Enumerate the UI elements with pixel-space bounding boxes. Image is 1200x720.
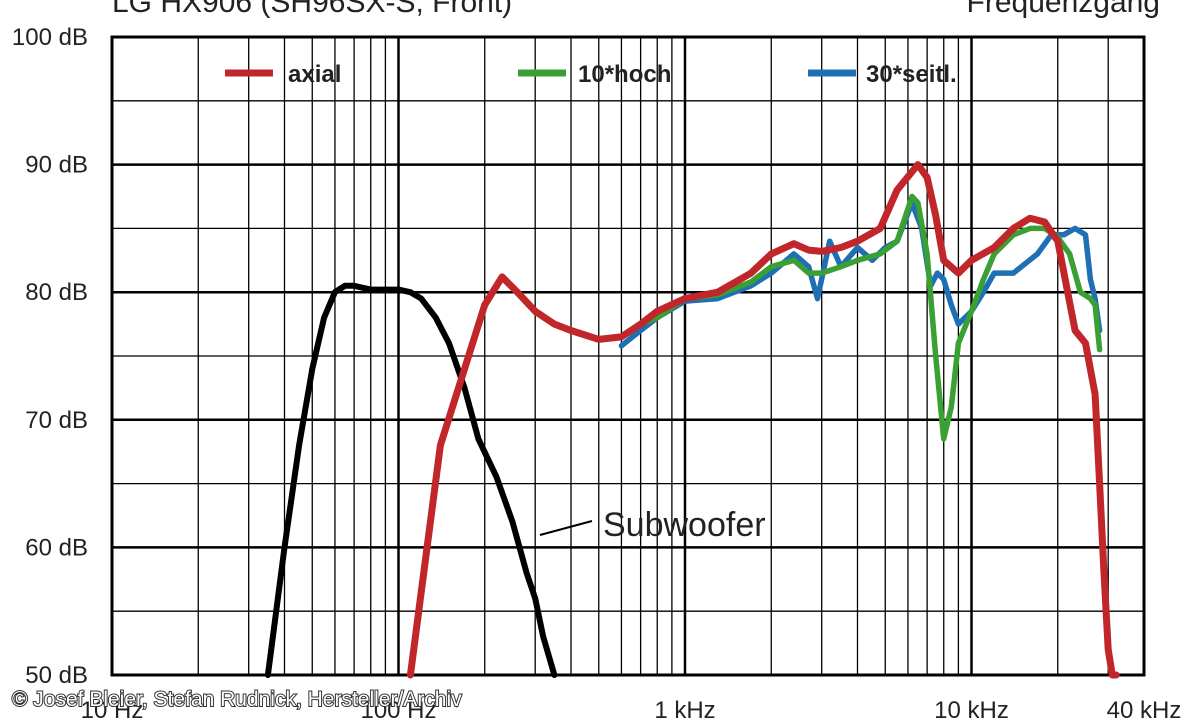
y-tick-label: 60 dB xyxy=(25,534,88,561)
series-line-30-seitl- xyxy=(618,200,1103,349)
chart-subtitle: Frequenzgang xyxy=(967,0,1160,19)
data-series xyxy=(264,161,1120,679)
x-tick-label: 1 kHz xyxy=(654,697,715,720)
y-tick-label: 70 dB xyxy=(25,407,88,434)
x-tick-labels: 10 Hz 100 Hz 1 kHz 10 kHz 40 kHz xyxy=(81,697,1182,720)
legend: axial 10*hoch 30*seitl. xyxy=(225,61,957,88)
series-line-10-hoch xyxy=(618,193,1103,442)
plot-frame xyxy=(110,35,1146,677)
x-tick-label: 10 kHz xyxy=(934,697,1009,720)
y-tick-label: 90 dB xyxy=(25,152,88,179)
legend-label: 10*hoch xyxy=(578,61,671,88)
subwoofer-annotation: Subwoofer xyxy=(603,506,766,544)
photo-credit: © Josef Bleier, Stefan Rudnick, Herstell… xyxy=(12,688,462,711)
x-tick-label: 100 Hz xyxy=(360,697,436,720)
y-tick-label: 100 dB xyxy=(12,24,88,51)
series-line-axial xyxy=(406,161,1120,679)
legend-label: 30*seitl. xyxy=(866,61,957,88)
x-tick-label: 40 kHz xyxy=(1107,697,1182,720)
series-line-subwoofer xyxy=(264,282,558,678)
y-tick-labels: 100 dB 90 dB 80 dB 70 dB 60 dB 50 dB xyxy=(12,24,88,689)
legend-label: axial xyxy=(288,61,341,88)
y-tick-label: 80 dB xyxy=(25,279,88,306)
y-tick-label: 50 dB xyxy=(25,662,88,689)
x-tick-label: 10 Hz xyxy=(81,697,144,720)
subwoofer-annotation-leader xyxy=(539,520,593,536)
plot-grid xyxy=(112,37,1144,675)
chart-title: LG HX906 (SH96SX-S, Front) xyxy=(112,0,512,19)
